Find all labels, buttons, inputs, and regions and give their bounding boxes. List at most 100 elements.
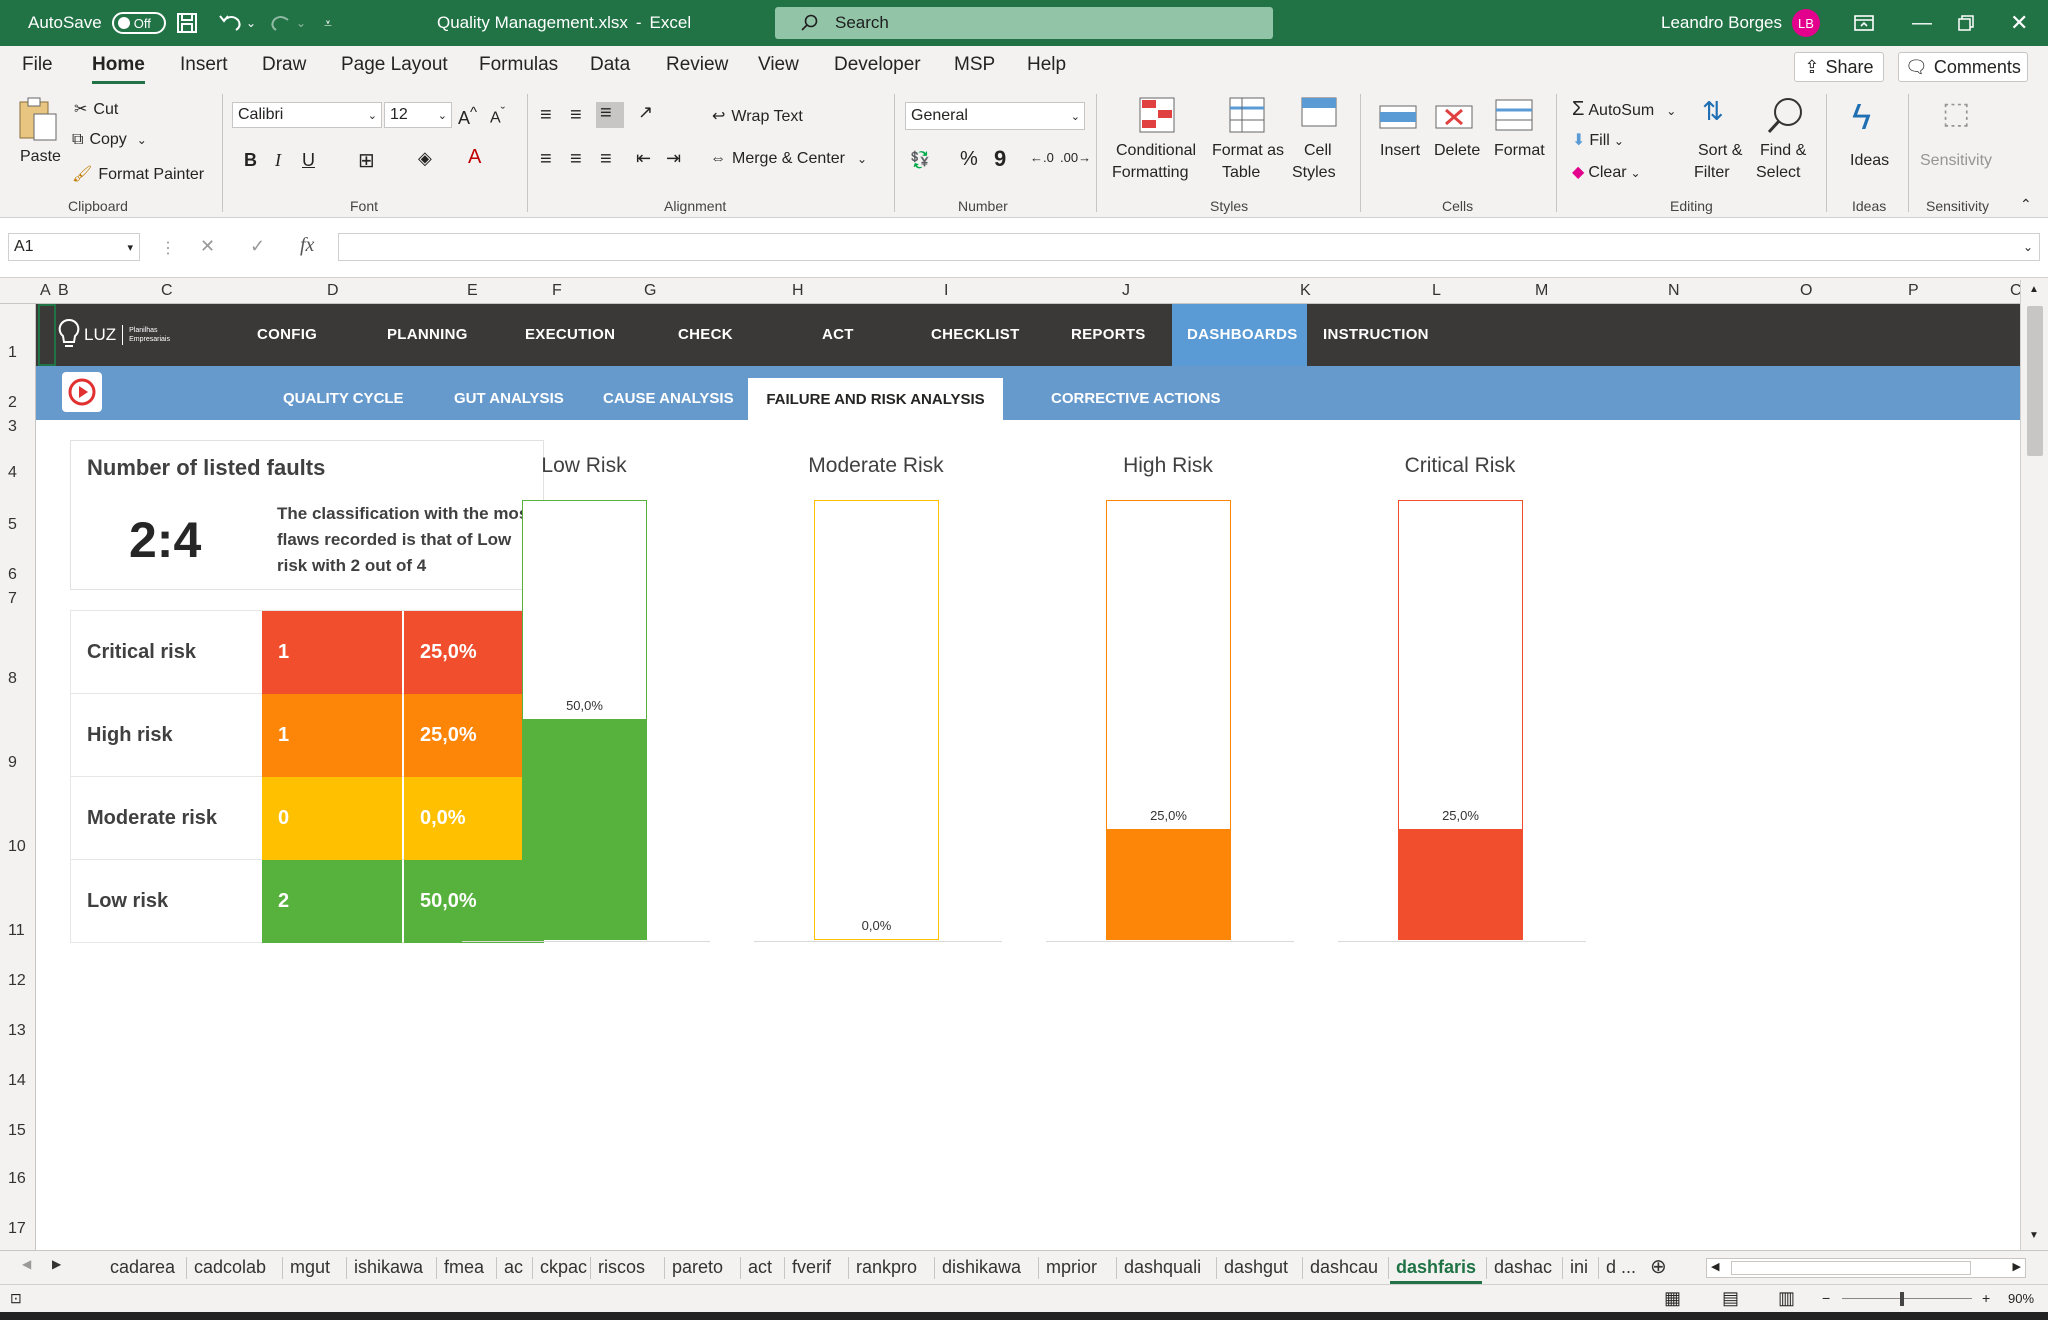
align-top-icon[interactable]: ≡ [540,104,552,126]
sheet-tab[interactable]: d ... [1606,1257,1637,1277]
column-header[interactable]: D [327,282,339,299]
row-header[interactable]: 9 [8,754,17,771]
column-header[interactable]: N [1668,282,1680,299]
row-header[interactable]: 4 [8,464,17,481]
nav-planning[interactable]: PLANNING [387,326,468,343]
nav-execution[interactable]: EXECUTION [525,326,616,343]
format-painter-button[interactable]: 🖌 Format Painter [72,164,204,184]
sheet-tab[interactable]: fverif [792,1257,832,1277]
customize-qat-icon[interactable]: ⩡ [324,14,332,31]
save-icon[interactable] [176,0,198,46]
tab-msp[interactable]: MSP [954,54,996,75]
search-box[interactable]: Search [775,7,1273,39]
sheet-tab[interactable]: dashquali [1124,1257,1202,1277]
increase-decimal-icon[interactable]: ←.0 [1030,150,1054,165]
subnav-gut-analysis[interactable]: GUT ANALYSIS [454,390,564,407]
nav-act[interactable]: ACT [822,326,854,343]
conditional-formatting-button[interactable]: Conditional Formatting [1112,96,1204,196]
zoom-in-icon[interactable]: + [1982,1290,1991,1306]
format-as-table-button[interactable]: Format as Table [1212,96,1288,196]
sheet-tab[interactable]: mgut [290,1257,331,1277]
font-size-select[interactable]: 12 ⌄ [384,102,452,128]
increase-font-icon[interactable]: A^ [458,104,478,128]
row-header[interactable]: 14 [8,1072,26,1089]
tab-page-layout[interactable]: Page Layout [341,54,448,75]
column-header[interactable]: O [1800,282,1813,299]
decrease-font-icon[interactable]: Aˇ [490,104,506,127]
redo-icon[interactable]: ⌄ [268,0,306,46]
increase-indent-icon[interactable]: ⇥ [666,148,682,168]
number-format-select[interactable]: General ⌄ [905,102,1085,130]
macro-record-icon[interactable]: ⊡ [10,1290,22,1306]
prev-sheet-icon[interactable]: ◀ [22,1257,32,1271]
formula-input[interactable]: ⌄ [338,233,2040,261]
column-header[interactable]: G [644,282,657,299]
decrease-indent-icon[interactable]: ⇤ [636,148,652,168]
decrease-decimal-icon[interactable]: .00→ [1060,150,1092,165]
cell-styles-button[interactable]: Cell Styles [1292,96,1352,196]
italic-icon[interactable]: I [275,150,281,170]
insert-cells-button[interactable]: Insert [1378,100,1428,190]
collapse-ribbon-icon[interactable]: ⌃ [2020,196,2032,212]
tab-data[interactable]: Data [590,54,631,75]
row-header[interactable]: 6 [8,566,17,583]
borders-icon[interactable]: ⊞ [358,150,375,172]
autosave-control[interactable]: AutoSave Off [28,0,166,46]
align-bottom-icon[interactable]: ≡ [596,102,624,128]
row-header[interactable]: 7 [8,590,17,607]
row-header[interactable]: 1 [8,344,17,361]
zoom-out-icon[interactable]: − [1822,1290,1831,1306]
font-name-select[interactable]: Calibri ⌄ [232,102,382,128]
row-header[interactable]: 12 [8,972,26,989]
sensitivity-button[interactable]: ⬚ Sensitivity [1918,96,1998,196]
nav-dashboards[interactable]: DASHBOARDS [1187,326,1298,343]
row-header[interactable]: 17 [8,1220,26,1237]
worksheet[interactable]: LUZ Planilhas Empresariais CONFIG PLANNI… [36,304,2020,1250]
nav-checklist[interactable]: CHECKLIST [931,326,1020,343]
sheet-tab[interactable]: dashgut [1224,1257,1289,1277]
avatar[interactable]: LB [1792,9,1820,37]
selected-cell-a1[interactable] [38,304,56,366]
tab-review[interactable]: Review [666,54,729,75]
underline-icon[interactable]: U [302,150,315,170]
restore-icon[interactable] [1958,0,1974,46]
sheet-tab[interactable]: pareto [672,1257,724,1277]
column-header[interactable]: I [944,282,949,299]
ideas-button[interactable]: ϟ Ideas [1846,96,1896,196]
sheet-tab[interactable]: act [748,1257,773,1277]
column-header[interactable]: F [552,282,562,299]
fill-color-icon[interactable]: ◈ [418,148,432,168]
autosum-button[interactable]: Σ AutoSum ⌄ [1572,98,1677,120]
subnav-quality-cycle[interactable]: QUALITY CYCLE [283,390,404,407]
vertical-scrollbar[interactable]: ▲ ▼ [2020,280,2048,1250]
page-break-view-icon[interactable]: ▥ [1778,1288,1796,1308]
share-button[interactable]: ⇪ Share [1794,52,1884,82]
align-center-icon[interactable]: ≡ [570,148,582,170]
cancel-entry-icon[interactable]: ✕ [200,236,216,256]
column-header[interactable]: H [792,282,804,299]
wrap-text-button[interactable]: ↩ Wrap Text [712,106,803,126]
page-layout-view-icon[interactable]: ▤ [1722,1288,1740,1308]
tab-file[interactable]: File [22,54,53,75]
nav-instruction[interactable]: INSTRUCTION [1323,326,1429,343]
insert-function-icon[interactable]: fx [300,234,315,256]
currency-icon[interactable]: 💱 [910,152,930,169]
nav-check[interactable]: CHECK [678,326,733,343]
nav-config[interactable]: CONFIG [257,326,318,343]
row-header[interactable]: 10 [8,838,26,855]
column-header[interactable]: E [467,282,478,299]
row-header[interactable]: 16 [8,1170,26,1187]
row-header[interactable]: 8 [8,670,17,687]
sheet-tab[interactable]: cadcolab [194,1257,267,1277]
tab-insert[interactable]: Insert [180,54,228,75]
sheet-tab[interactable]: dashcau [1310,1257,1379,1277]
align-right-icon[interactable]: ≡ [600,148,612,170]
column-header[interactable]: K [1300,282,1311,299]
nav-reports[interactable]: REPORTS [1071,326,1146,343]
column-header[interactable]: C [161,282,173,299]
user-name[interactable]: Leandro Borges [1661,13,1782,32]
sheet-tab[interactable]: dashac [1494,1257,1553,1277]
row-header[interactable]: 13 [8,1022,26,1039]
sheet-tab[interactable]: rankpro [856,1257,918,1277]
bold-icon[interactable]: B [244,150,257,170]
